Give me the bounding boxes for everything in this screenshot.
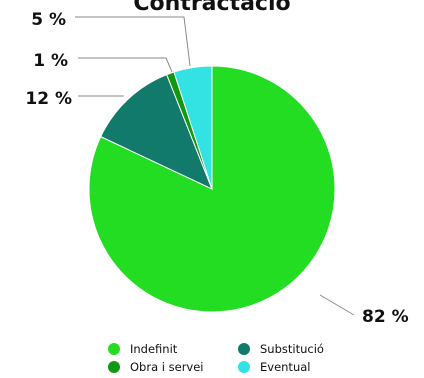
legend-swatch xyxy=(108,360,120,373)
data-label-indefinit: 82 % xyxy=(362,307,409,327)
leader-line-obra-i-servei xyxy=(78,57,173,73)
data-label-obra-i-servei: 1 % xyxy=(33,51,68,71)
chart-title: Contractació xyxy=(133,0,290,16)
legend-item-substitució: Substitució xyxy=(238,340,368,357)
legend-swatch xyxy=(108,342,120,355)
legend-item-obra-i-servei: Obra i servei xyxy=(108,358,238,375)
legend: Indefinit Substitució Obra i servei Eventua… xyxy=(108,340,368,378)
legend-swatch xyxy=(238,342,250,355)
percentage-labels: 82 % 12 % 1 % 5 % xyxy=(25,10,408,327)
pie-slice-eventual xyxy=(173,65,213,190)
leader-line-eventual xyxy=(75,16,191,67)
leader-lines xyxy=(75,16,355,316)
legend-label: Indefinit xyxy=(130,341,178,356)
pie-slice-substitució xyxy=(100,73,213,190)
legend-label: Eventual xyxy=(260,359,311,374)
pie-slices xyxy=(88,65,336,313)
data-label-substitució: 12 % xyxy=(25,89,72,109)
legend-item-eventual: Eventual xyxy=(238,358,368,375)
data-label-eventual: 5 % xyxy=(31,10,66,30)
legend-label: Substitució xyxy=(260,341,324,356)
leader-line-indefinit xyxy=(319,294,355,316)
legend-swatch xyxy=(238,360,250,373)
legend-label: Obra i servei xyxy=(130,359,204,374)
legend-item-indefinit: Indefinit xyxy=(108,340,238,357)
